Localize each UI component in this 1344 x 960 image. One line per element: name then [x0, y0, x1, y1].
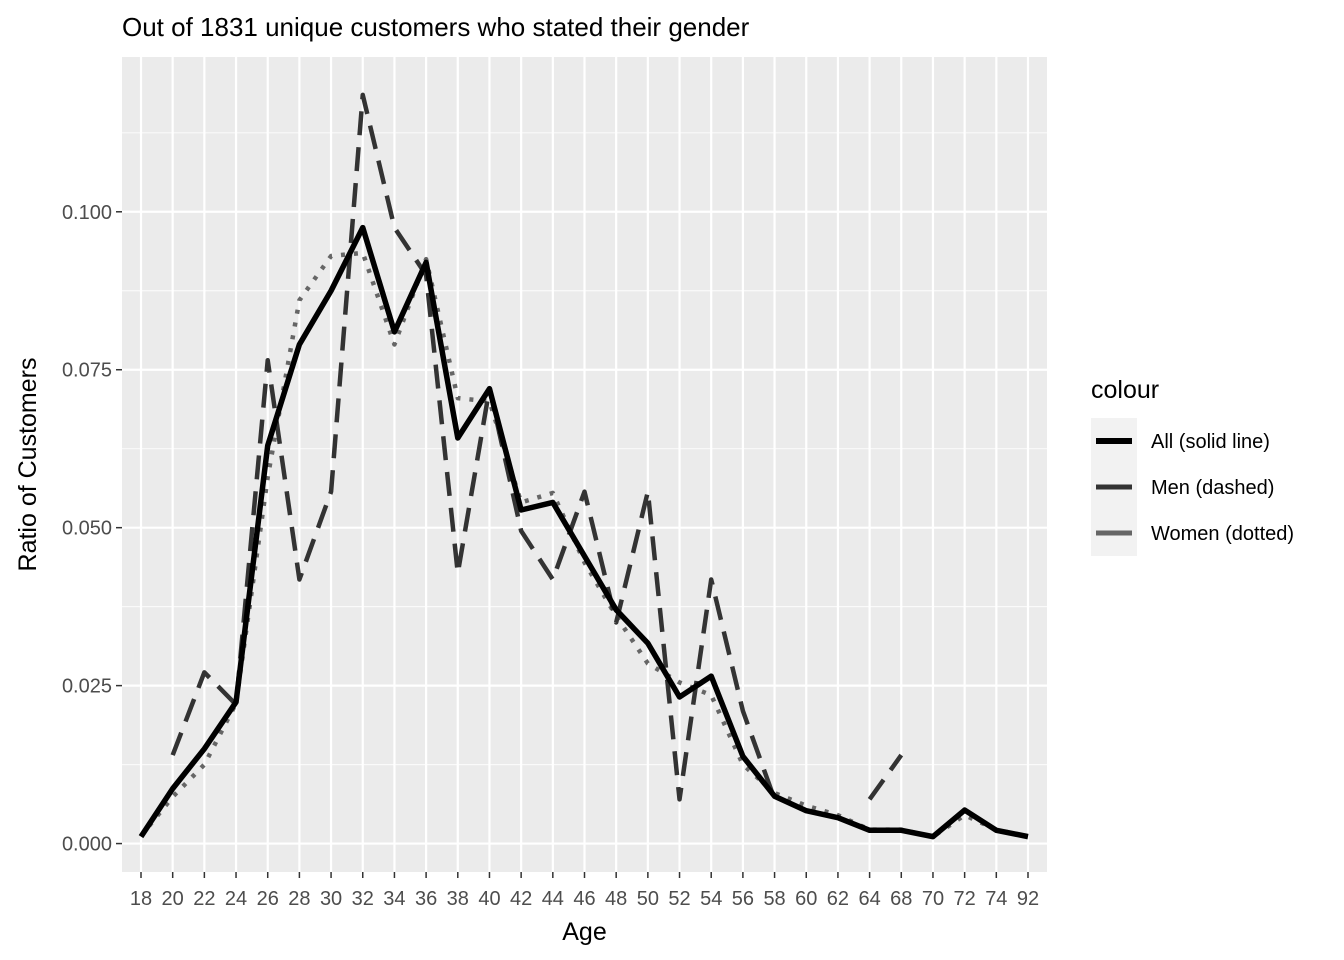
x-tick-label: 46 [573, 888, 595, 910]
x-tick-label: 48 [605, 888, 627, 910]
y-tick-label: 0.075 [62, 360, 112, 382]
x-axis-title: Age [562, 918, 606, 946]
x-tick-label: 34 [383, 888, 405, 910]
x-tick-label: 26 [257, 888, 279, 910]
x-tick-label: 52 [668, 888, 690, 910]
series-layer [138, 92, 1029, 840]
y-tick-label: 0.050 [62, 518, 112, 540]
y-tick-label: 0.100 [62, 202, 112, 224]
legend-label-men: Men (dashed) [1151, 477, 1274, 499]
series-line-all [138, 224, 1029, 840]
x-tick-label: 60 [795, 888, 817, 910]
chart-title: Out of 1831 unique customers who stated … [122, 12, 750, 42]
x-tick-label: 20 [162, 888, 184, 910]
x-tick-label: 28 [288, 888, 310, 910]
x-tick-label: 74 [985, 888, 1007, 910]
legend-title: colour [1091, 376, 1159, 404]
x-tick-label: 92 [1017, 888, 1039, 910]
x-tick-label: 72 [954, 888, 976, 910]
x-tick-label: 22 [193, 888, 215, 910]
x-tick-label: 68 [890, 888, 912, 910]
x-tick-label: 58 [763, 888, 785, 910]
x-tick-label: 50 [637, 888, 659, 910]
x-tick-label: 64 [858, 888, 880, 910]
x-tick-label: 18 [130, 888, 152, 910]
x-tick-label: 38 [447, 888, 469, 910]
series-line-men [867, 753, 904, 801]
x-tick-label: 40 [478, 888, 500, 910]
x-tick-label: 70 [922, 888, 944, 910]
x-tick-label: 44 [542, 888, 564, 910]
x-tick-label: 62 [827, 888, 849, 910]
x-tick-label: 36 [415, 888, 437, 910]
legend: colour All (solid line) Men (dashed) Women… [1091, 376, 1294, 556]
y-tick-label: 0.025 [62, 676, 112, 698]
x-tick-label: 42 [510, 888, 532, 910]
legend-label-women: Women (dotted) [1151, 523, 1294, 545]
x-tick-label: 30 [320, 888, 342, 910]
series-line-women [139, 250, 1029, 839]
legend-label-all: All (solid line) [1151, 431, 1270, 453]
x-axis: 18 20 22 24 26 28 30 32 34 36 38 40 42 44 46 48 50 52 54 56… [130, 872, 1039, 910]
series-line-men [170, 92, 777, 802]
y-tick-label: 0.000 [62, 834, 112, 856]
y-axis: 0.000 0.025 0.050 0.075 0.100 [62, 202, 122, 856]
x-tick-label: 54 [700, 888, 722, 910]
x-tick-label: 24 [225, 888, 247, 910]
y-axis-title: Ratio of Customers [14, 358, 42, 572]
x-tick-label: 56 [732, 888, 754, 910]
x-tick-label: 32 [352, 888, 374, 910]
